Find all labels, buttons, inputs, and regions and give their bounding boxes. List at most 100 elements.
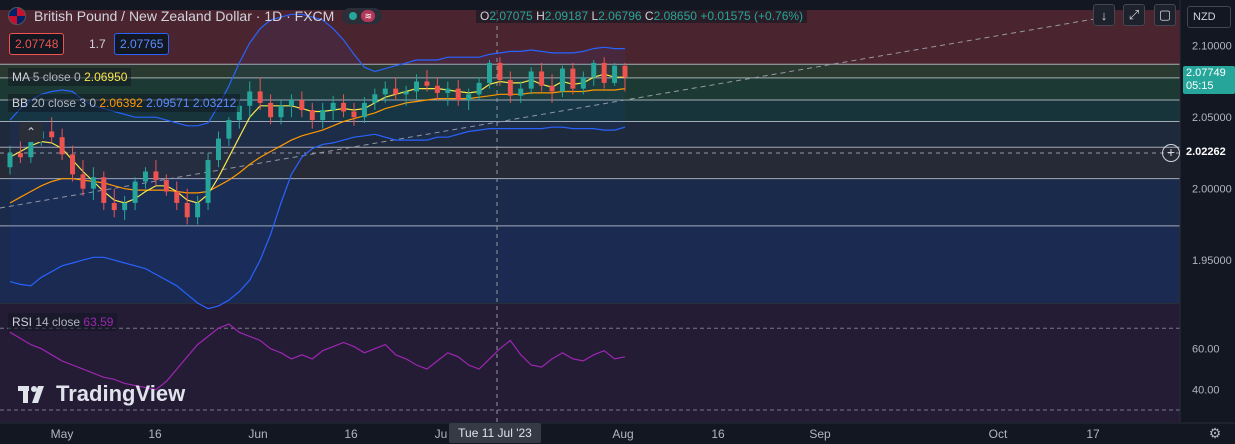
candle-body bbox=[382, 88, 388, 95]
candle-body bbox=[393, 88, 399, 95]
ma-line bbox=[9, 73, 625, 204]
candle bbox=[288, 94, 294, 118]
candle-body bbox=[122, 202, 128, 211]
time-tick-label: 17 bbox=[1086, 427, 1100, 441]
wave-icon: ≋ bbox=[361, 10, 376, 22]
rsi-legend[interactable]: RSI 14 close 63.59 bbox=[8, 313, 118, 331]
currency-select[interactable]: NZD bbox=[1187, 6, 1231, 28]
candle bbox=[580, 71, 586, 95]
price-tick-label: 2.05000 bbox=[1192, 112, 1232, 124]
ma-legend[interactable]: MA 5 close 0 2.06950 bbox=[8, 68, 132, 86]
current-price-tag: 2.07749 05:15 bbox=[1183, 66, 1235, 94]
candle-body bbox=[414, 81, 420, 92]
candle-body bbox=[466, 94, 472, 101]
candle-body bbox=[403, 91, 409, 95]
candle-body bbox=[612, 65, 618, 83]
candle bbox=[559, 65, 565, 98]
price-zone bbox=[0, 225, 1180, 303]
candle-body bbox=[174, 191, 180, 203]
candle-body bbox=[528, 71, 534, 89]
bb-upper-value: 2.09571 bbox=[146, 96, 190, 110]
candle bbox=[330, 95, 336, 121]
add-alert-icon[interactable]: + bbox=[1162, 144, 1180, 162]
ohlc-readout: O2.07075 H2.09187 L2.06796 C2.08650 +0.0… bbox=[476, 9, 808, 23]
candle bbox=[309, 102, 315, 129]
bb-params: 20 close 3 0 bbox=[31, 96, 97, 110]
candle-body bbox=[299, 100, 305, 111]
candle-body bbox=[372, 94, 378, 103]
candle-body bbox=[143, 171, 149, 182]
rsi-name: RSI bbox=[12, 315, 33, 329]
candle-body bbox=[7, 152, 13, 168]
candle bbox=[445, 81, 451, 106]
candle bbox=[622, 62, 628, 92]
screenshot-icon[interactable]: ▢ bbox=[1154, 4, 1176, 26]
candle bbox=[184, 188, 190, 225]
ma-name: MA bbox=[12, 70, 30, 84]
time-tick-label: Aug bbox=[612, 427, 633, 441]
spread-value: 1.7 bbox=[89, 37, 106, 51]
candle-body bbox=[247, 91, 253, 106]
candle bbox=[49, 117, 55, 143]
candle bbox=[195, 195, 201, 225]
candle-body bbox=[49, 131, 55, 138]
rsi-line bbox=[9, 323, 626, 391]
candle-body bbox=[101, 177, 107, 203]
candle-body bbox=[580, 77, 586, 89]
candle bbox=[247, 81, 253, 118]
candle-body bbox=[507, 80, 513, 96]
candle-body bbox=[205, 160, 211, 203]
candle-body bbox=[622, 65, 628, 78]
candle bbox=[549, 74, 555, 103]
rsi-value: 63.59 bbox=[83, 315, 114, 329]
candle bbox=[257, 77, 263, 111]
bb-name: BB bbox=[12, 96, 29, 110]
candle bbox=[215, 131, 221, 168]
time-tick-label: 16 bbox=[711, 427, 725, 441]
market-status-badge[interactable]: ≋ bbox=[342, 8, 383, 24]
candle bbox=[601, 57, 607, 89]
crosshair-date-label: Tue 11 Jul '23 bbox=[449, 423, 541, 443]
collapse-legend-button[interactable]: ⌃ bbox=[19, 122, 43, 142]
tradingview-logo[interactable]: TradingView bbox=[18, 381, 185, 407]
candle bbox=[268, 94, 274, 125]
symbol-title[interactable]: British Pound / New Zealand Dollar · 1D … bbox=[34, 8, 335, 24]
download-icon[interactable]: ↓ bbox=[1093, 4, 1115, 26]
grid-lines bbox=[0, 10, 1180, 423]
candle-body bbox=[549, 85, 555, 92]
ohlc-item: H2.09187 bbox=[536, 9, 589, 23]
fullscreen-icon[interactable]: ⤢ bbox=[1123, 4, 1145, 26]
candle-body bbox=[476, 82, 482, 95]
candle-body bbox=[257, 91, 263, 103]
price-zone bbox=[0, 77, 1180, 101]
bb-basis-value: 2.06392 bbox=[99, 96, 143, 110]
candle bbox=[570, 62, 576, 95]
candle bbox=[59, 128, 65, 161]
candle-body bbox=[351, 111, 357, 118]
candle bbox=[90, 167, 96, 201]
candle-body bbox=[236, 105, 242, 121]
ohlc-item: C2.08650 bbox=[644, 9, 697, 23]
rsi-pane bbox=[9, 323, 626, 391]
candle-series bbox=[7, 57, 628, 225]
candle-body bbox=[445, 88, 451, 93]
price-tick-label: 2.10000 bbox=[1192, 41, 1232, 53]
bollinger-area bbox=[10, 14, 625, 309]
time-tick-label: Jun bbox=[248, 427, 267, 441]
time-tick-label: Oct bbox=[989, 427, 1008, 441]
ohlc-item: +0.01575 (+0.76%) bbox=[700, 9, 804, 23]
candle bbox=[372, 88, 378, 111]
candle bbox=[320, 102, 326, 129]
logo-text: TradingView bbox=[56, 381, 186, 406]
bb-legend[interactable]: BB 20 close 3 0 2.06392 2.09571 2.03212 bbox=[8, 94, 241, 112]
candle bbox=[153, 160, 159, 186]
settings-gear-icon[interactable]: ⚙ bbox=[1208, 425, 1222, 441]
candle bbox=[174, 181, 180, 211]
bb-lower-line bbox=[9, 126, 626, 310]
candle bbox=[299, 91, 305, 118]
ohlc-item: O2.07075 bbox=[480, 9, 533, 23]
candle bbox=[414, 74, 420, 101]
sell-price-button[interactable]: 2.07748 bbox=[9, 33, 65, 55]
buy-price-button[interactable]: 2.07765 bbox=[114, 33, 170, 55]
